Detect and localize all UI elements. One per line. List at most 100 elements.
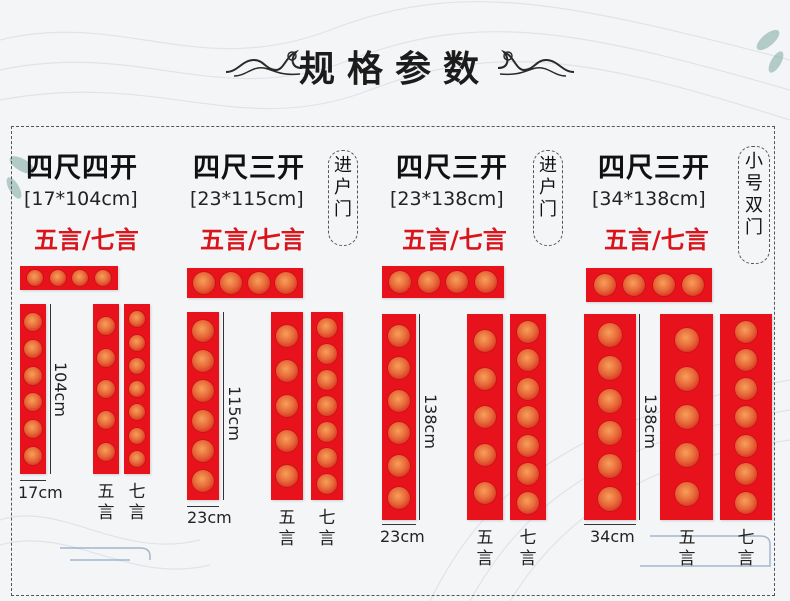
spec-style: 五言/七言 bbox=[34, 226, 139, 254]
medallion-icon bbox=[388, 487, 410, 510]
medallion-icon bbox=[192, 410, 214, 432]
label-char: 言 bbox=[678, 549, 696, 569]
medallion-icon bbox=[517, 463, 539, 485]
medallion-icon bbox=[276, 360, 298, 382]
medallion-icon bbox=[474, 444, 496, 466]
medallion-icon bbox=[192, 440, 214, 462]
five-char-label: 五 言 bbox=[96, 482, 116, 524]
medallion-icon bbox=[24, 393, 42, 412]
width-label: 23cm bbox=[187, 508, 232, 527]
medallion-icon bbox=[652, 274, 675, 296]
medallion-icon bbox=[317, 396, 337, 416]
medallion-icon bbox=[276, 430, 298, 452]
spec-style: 五言/七言 bbox=[402, 226, 507, 254]
medallion-icon bbox=[735, 320, 757, 343]
medallion-icon bbox=[24, 447, 42, 466]
medallion-icon bbox=[735, 463, 757, 485]
height-dimension-line bbox=[419, 314, 420, 520]
height-dimension-line bbox=[639, 314, 640, 520]
horizontal-scroll bbox=[382, 266, 504, 298]
wave-ornament-right-icon bbox=[497, 49, 575, 77]
medallion-icon bbox=[735, 377, 757, 400]
medallion-icon bbox=[275, 272, 298, 294]
medallion-icon bbox=[517, 320, 539, 343]
tag-char: 户 bbox=[539, 177, 557, 198]
medallion-icon bbox=[317, 448, 337, 468]
medallion-icon bbox=[674, 404, 699, 429]
label-char: 五 bbox=[97, 482, 115, 502]
medallion-icon bbox=[674, 481, 699, 506]
width-dimension-line bbox=[584, 524, 636, 525]
medallion-icon bbox=[192, 470, 214, 492]
medallion-icon bbox=[97, 317, 115, 336]
width-dimension-line bbox=[187, 506, 219, 507]
medallion-icon bbox=[682, 274, 705, 296]
five-char-label: 五 言 bbox=[677, 528, 697, 570]
spec-name: 四尺三开 bbox=[598, 153, 710, 184]
spec-name: 四尺三开 bbox=[396, 153, 508, 184]
medallion-icon bbox=[388, 357, 410, 380]
medallion-icon bbox=[474, 330, 496, 352]
usage-tag: 小 号 双 门 bbox=[738, 146, 770, 264]
seven-char-label: 七 言 bbox=[736, 528, 756, 570]
medallion-icon bbox=[388, 271, 411, 293]
medallion-icon bbox=[517, 349, 539, 371]
height-label: 138cm bbox=[421, 394, 440, 449]
medallion-icon bbox=[97, 348, 115, 367]
label-char: 言 bbox=[737, 549, 755, 569]
label-char: 五 bbox=[278, 508, 296, 528]
medallion-icon bbox=[475, 271, 498, 293]
medallion-icon bbox=[24, 312, 42, 331]
medallion-icon bbox=[517, 406, 539, 428]
label-char: 五 bbox=[678, 528, 696, 548]
label-char: 言 bbox=[97, 503, 115, 523]
tag-char: 进 bbox=[334, 155, 352, 176]
horizontal-scroll bbox=[187, 268, 303, 298]
width-dimension-line bbox=[382, 524, 416, 525]
tag-char: 户 bbox=[334, 177, 352, 198]
medallion-icon bbox=[129, 427, 145, 444]
medallion-icon bbox=[517, 491, 539, 514]
medallion-icon bbox=[674, 366, 699, 391]
medallion-icon bbox=[95, 270, 112, 286]
medallion-icon bbox=[598, 388, 622, 413]
spec-frame bbox=[11, 126, 775, 596]
tag-char: 小 bbox=[745, 151, 763, 172]
spec-size: [34*138cm] bbox=[592, 188, 706, 210]
five-char-label: 五 言 bbox=[277, 508, 297, 550]
spec-style: 五言/七言 bbox=[604, 226, 709, 254]
medallion-icon bbox=[388, 324, 410, 347]
spec-size: [17*104cm] bbox=[24, 188, 138, 210]
medallion-icon bbox=[598, 355, 622, 380]
medallion-icon bbox=[129, 311, 145, 328]
title-row: 规格参数 bbox=[0, 36, 790, 90]
usage-tag: 进 户 门 bbox=[328, 150, 358, 246]
medallion-icon bbox=[623, 274, 646, 296]
medallion-icon bbox=[598, 454, 622, 479]
seven-char-couplet bbox=[720, 314, 772, 520]
main-couplet bbox=[584, 314, 636, 520]
medallion-icon bbox=[192, 380, 214, 402]
label-char: 七 bbox=[737, 528, 755, 548]
tag-char: 号 bbox=[745, 173, 763, 194]
seven-char-couplet bbox=[311, 312, 343, 500]
height-label: 138cm bbox=[641, 394, 660, 449]
label-char: 七 bbox=[318, 508, 336, 528]
height-dimension-line bbox=[50, 304, 51, 474]
medallion-icon bbox=[598, 421, 622, 446]
medallion-icon bbox=[735, 406, 757, 428]
width-label: 34cm bbox=[590, 527, 635, 546]
seven-char-label: 七 言 bbox=[317, 508, 337, 550]
medallion-icon bbox=[517, 377, 539, 400]
medallion-icon bbox=[517, 434, 539, 457]
usage-tag: 进 户 门 bbox=[533, 150, 563, 246]
label-char: 七 bbox=[519, 528, 537, 548]
medallion-icon bbox=[192, 272, 215, 294]
medallion-icon bbox=[317, 474, 337, 494]
medallion-icon bbox=[247, 272, 270, 294]
five-char-couplet bbox=[271, 312, 303, 500]
tag-char: 门 bbox=[539, 199, 557, 220]
page-title: 规格参数 bbox=[298, 49, 491, 90]
medallion-icon bbox=[129, 334, 145, 351]
tag-char: 双 bbox=[745, 195, 763, 216]
